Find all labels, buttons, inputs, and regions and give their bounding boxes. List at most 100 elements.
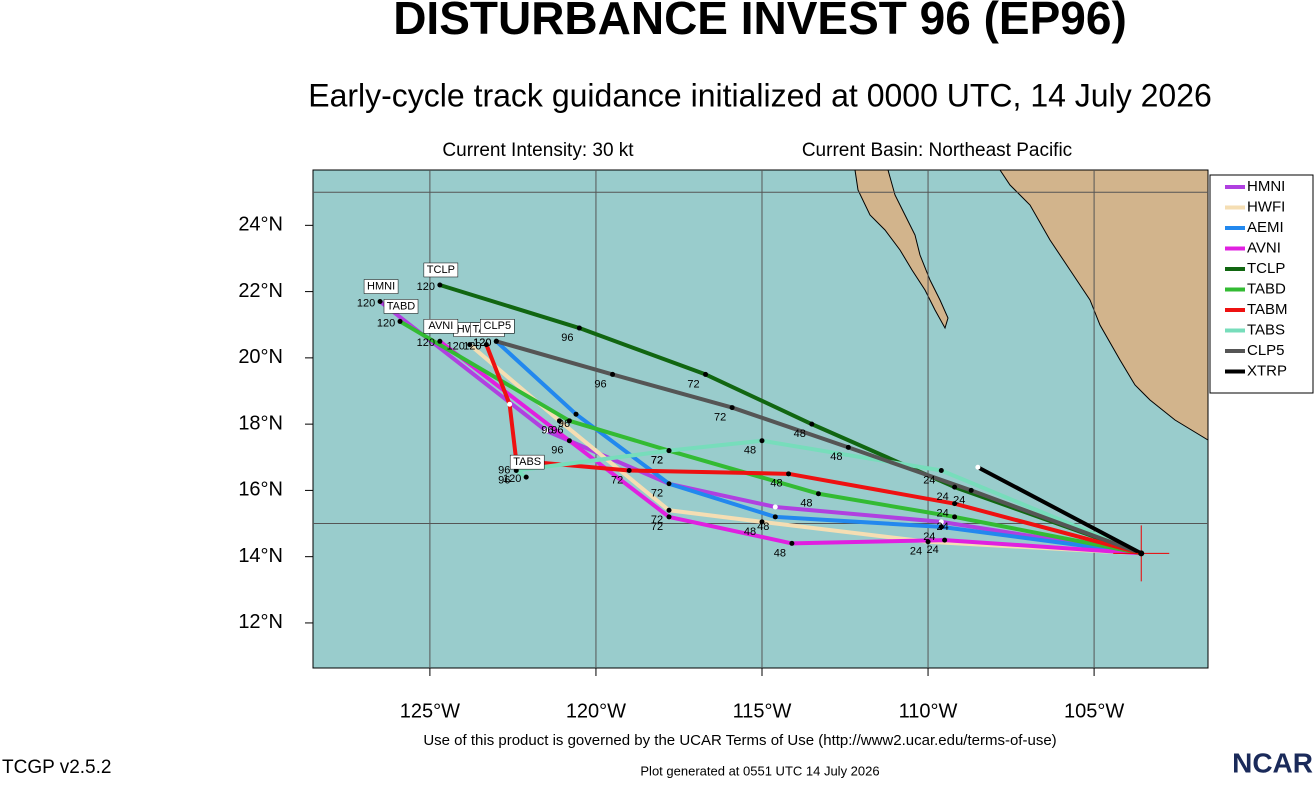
y-tick-label: 24°N — [238, 214, 283, 236]
track-point — [729, 405, 735, 411]
x-tick-label: 105°W — [1064, 700, 1124, 722]
tau-label: 48 — [800, 498, 812, 510]
track — [494, 339, 1142, 556]
y-tick-label: 20°N — [238, 346, 283, 368]
tau-label: 120 — [377, 317, 395, 329]
chart-title: DISTURBANCE INVEST 96 (EP96) — [393, 0, 1127, 44]
land — [854, 169, 1209, 441]
tau-label: 72 — [651, 488, 663, 500]
track-point — [610, 371, 616, 377]
track-point — [543, 428, 549, 434]
track-label: CLP5 — [484, 320, 512, 332]
track-point — [789, 540, 795, 546]
track-point — [507, 401, 513, 407]
legend-label: HWFI — [1247, 198, 1285, 215]
track-point — [815, 491, 821, 497]
track-label-box — [480, 319, 515, 334]
track-point — [809, 421, 815, 427]
track-point — [666, 514, 672, 520]
track-point — [566, 438, 572, 444]
track-label-box — [423, 319, 459, 334]
track-label: HMNI — [367, 280, 395, 292]
tau-label: 120 — [447, 341, 465, 353]
legend-box — [1209, 174, 1314, 394]
tau-label: 48 — [774, 547, 786, 559]
tau-label: 48 — [794, 428, 806, 440]
storm-center — [1138, 550, 1145, 557]
track — [495, 339, 1142, 556]
y-tick-label: 22°N — [238, 280, 283, 302]
track-point — [938, 468, 944, 474]
tau-label: 72 — [687, 378, 699, 390]
tau-label: 120 — [463, 341, 481, 353]
legend-label: TABM — [1247, 301, 1288, 318]
track-point — [556, 418, 562, 424]
tau-label: 24 — [927, 544, 939, 556]
track-point — [666, 507, 672, 513]
track-point — [467, 342, 473, 348]
x-tick-label: 115°W — [733, 700, 792, 722]
legend-label: AEMI — [1247, 219, 1284, 236]
footer: Use of this product is governed by the U… — [423, 732, 1056, 749]
tau-label: 24 — [953, 494, 965, 506]
tau-label: 96 — [541, 425, 553, 437]
tau-label: 72 — [611, 474, 623, 486]
tau-label: 72 — [651, 455, 663, 467]
track-label: TABD — [387, 300, 416, 312]
track-label-box — [383, 299, 419, 314]
track-label-box — [509, 454, 545, 470]
tau-label: 24 — [936, 491, 948, 503]
tau-label: 24 — [923, 531, 935, 543]
track-point — [666, 481, 672, 487]
track-point — [975, 464, 981, 470]
y-tick-label: 14°N — [238, 545, 283, 567]
track-point — [786, 471, 792, 477]
track-point — [493, 338, 499, 344]
x-tick-label: 125°W — [400, 700, 460, 722]
track-point — [703, 371, 709, 377]
track-point — [573, 411, 579, 417]
y-tick-label: 16°N — [238, 479, 283, 501]
legend: HMNI HWFI AEMI AVNI TCLP TABD TABM TABS CLP5 XTRP — [1209, 174, 1314, 394]
tau-label: 96 — [498, 474, 510, 486]
track-point — [576, 325, 582, 331]
track-point — [942, 537, 948, 543]
track-point — [952, 484, 958, 490]
tau-label: 120 — [417, 281, 435, 293]
legend-label: TABD — [1247, 280, 1286, 297]
tau-label: 48 — [770, 478, 782, 490]
legend-label: TCLP — [1247, 260, 1285, 277]
track-label-box — [423, 262, 459, 278]
track-point — [772, 514, 778, 520]
tau-label: 96 — [551, 445, 563, 457]
track — [378, 299, 1142, 556]
tau-label: 48 — [744, 526, 756, 538]
legend-label: XTRP — [1247, 362, 1287, 379]
track-point — [938, 524, 944, 530]
legend-label: CLP5 — [1247, 342, 1285, 359]
tau-label: 24 — [910, 546, 922, 558]
track-point — [666, 448, 672, 454]
track-label-box — [363, 279, 399, 294]
x-tick-label: 120°W — [566, 700, 626, 722]
track — [438, 339, 1142, 556]
track-point — [952, 514, 958, 520]
track-label: AVNI — [428, 320, 453, 332]
generated: Plot generated at 0551 UTC 14 July 2026 — [640, 763, 879, 778]
legend-label: AVNI — [1247, 239, 1281, 256]
tau-label: 24 — [936, 508, 948, 520]
track-point — [437, 338, 443, 344]
track-point — [626, 468, 632, 474]
track-point — [759, 519, 765, 525]
tau-label: 96 — [561, 332, 573, 344]
tau-label: 72 — [651, 455, 663, 467]
tau-label: 48 — [830, 451, 842, 463]
track-point — [759, 438, 765, 444]
tau-label: 96 — [498, 464, 510, 476]
tau-label: 72 — [651, 514, 663, 526]
track-point — [566, 418, 572, 424]
track — [439, 283, 1142, 556]
tau-label: 120 — [417, 337, 435, 349]
track-point — [483, 342, 489, 348]
